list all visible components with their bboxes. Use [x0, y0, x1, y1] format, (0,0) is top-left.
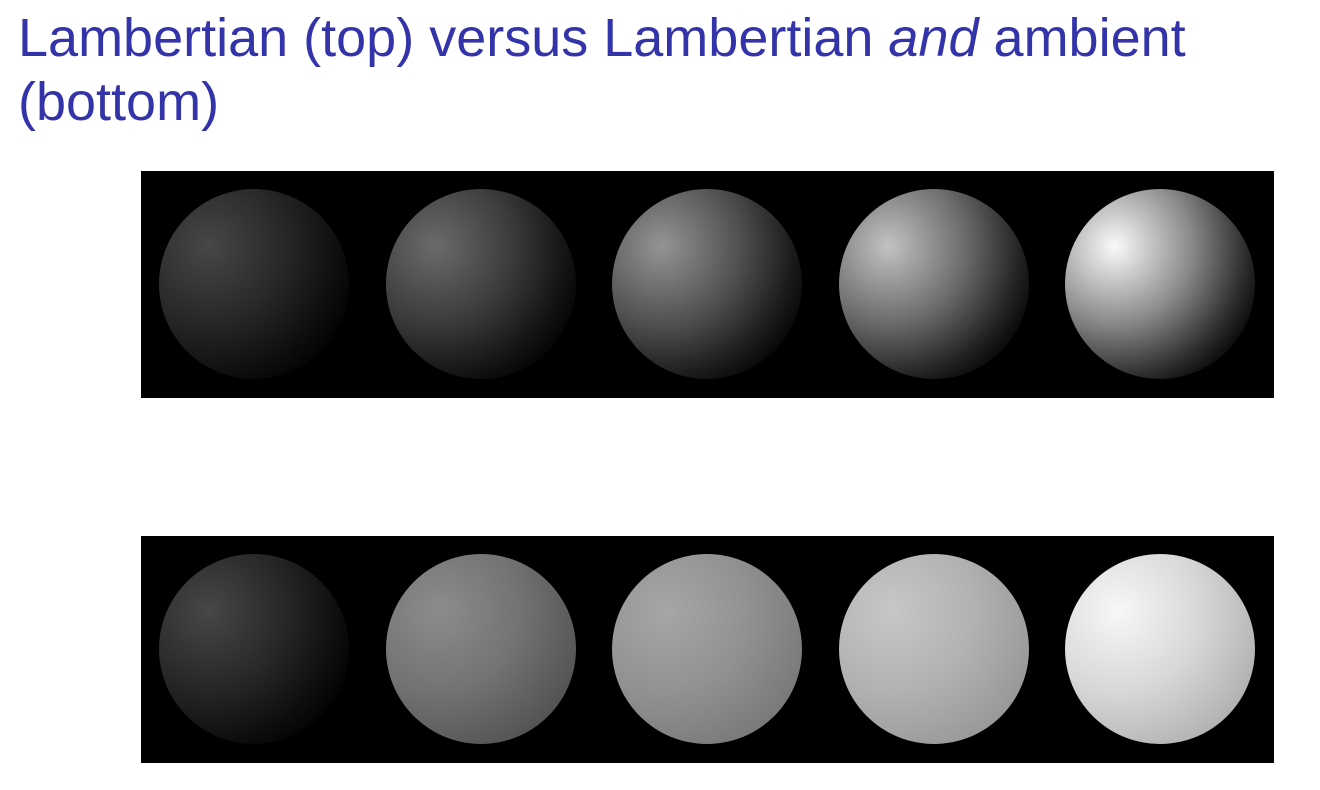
sphere-top-2	[385, 189, 576, 379]
sphere-top-3	[612, 189, 802, 379]
sphere-bottom-2	[385, 554, 576, 744]
lambertian-ambient-panel	[141, 536, 1274, 763]
sphere-bottom-5	[1065, 554, 1255, 744]
title-text-end: ambient (bottom)	[18, 8, 1186, 132]
slide-title: Lambertian (top) versus Lambertian and a…	[18, 6, 1308, 134]
sphere-top-1	[159, 189, 349, 379]
sphere-top-4	[838, 189, 1029, 379]
sphere-bottom-4	[838, 554, 1029, 744]
sphere-bottom-1	[159, 554, 349, 744]
sphere-bottom-3	[612, 554, 802, 744]
sphere-top-5	[1065, 189, 1255, 379]
title-text-start: Lambertian (top) versus Lambertian	[18, 8, 889, 68]
title-emphasis: and	[888, 8, 979, 68]
lambertian-panel	[141, 171, 1274, 398]
